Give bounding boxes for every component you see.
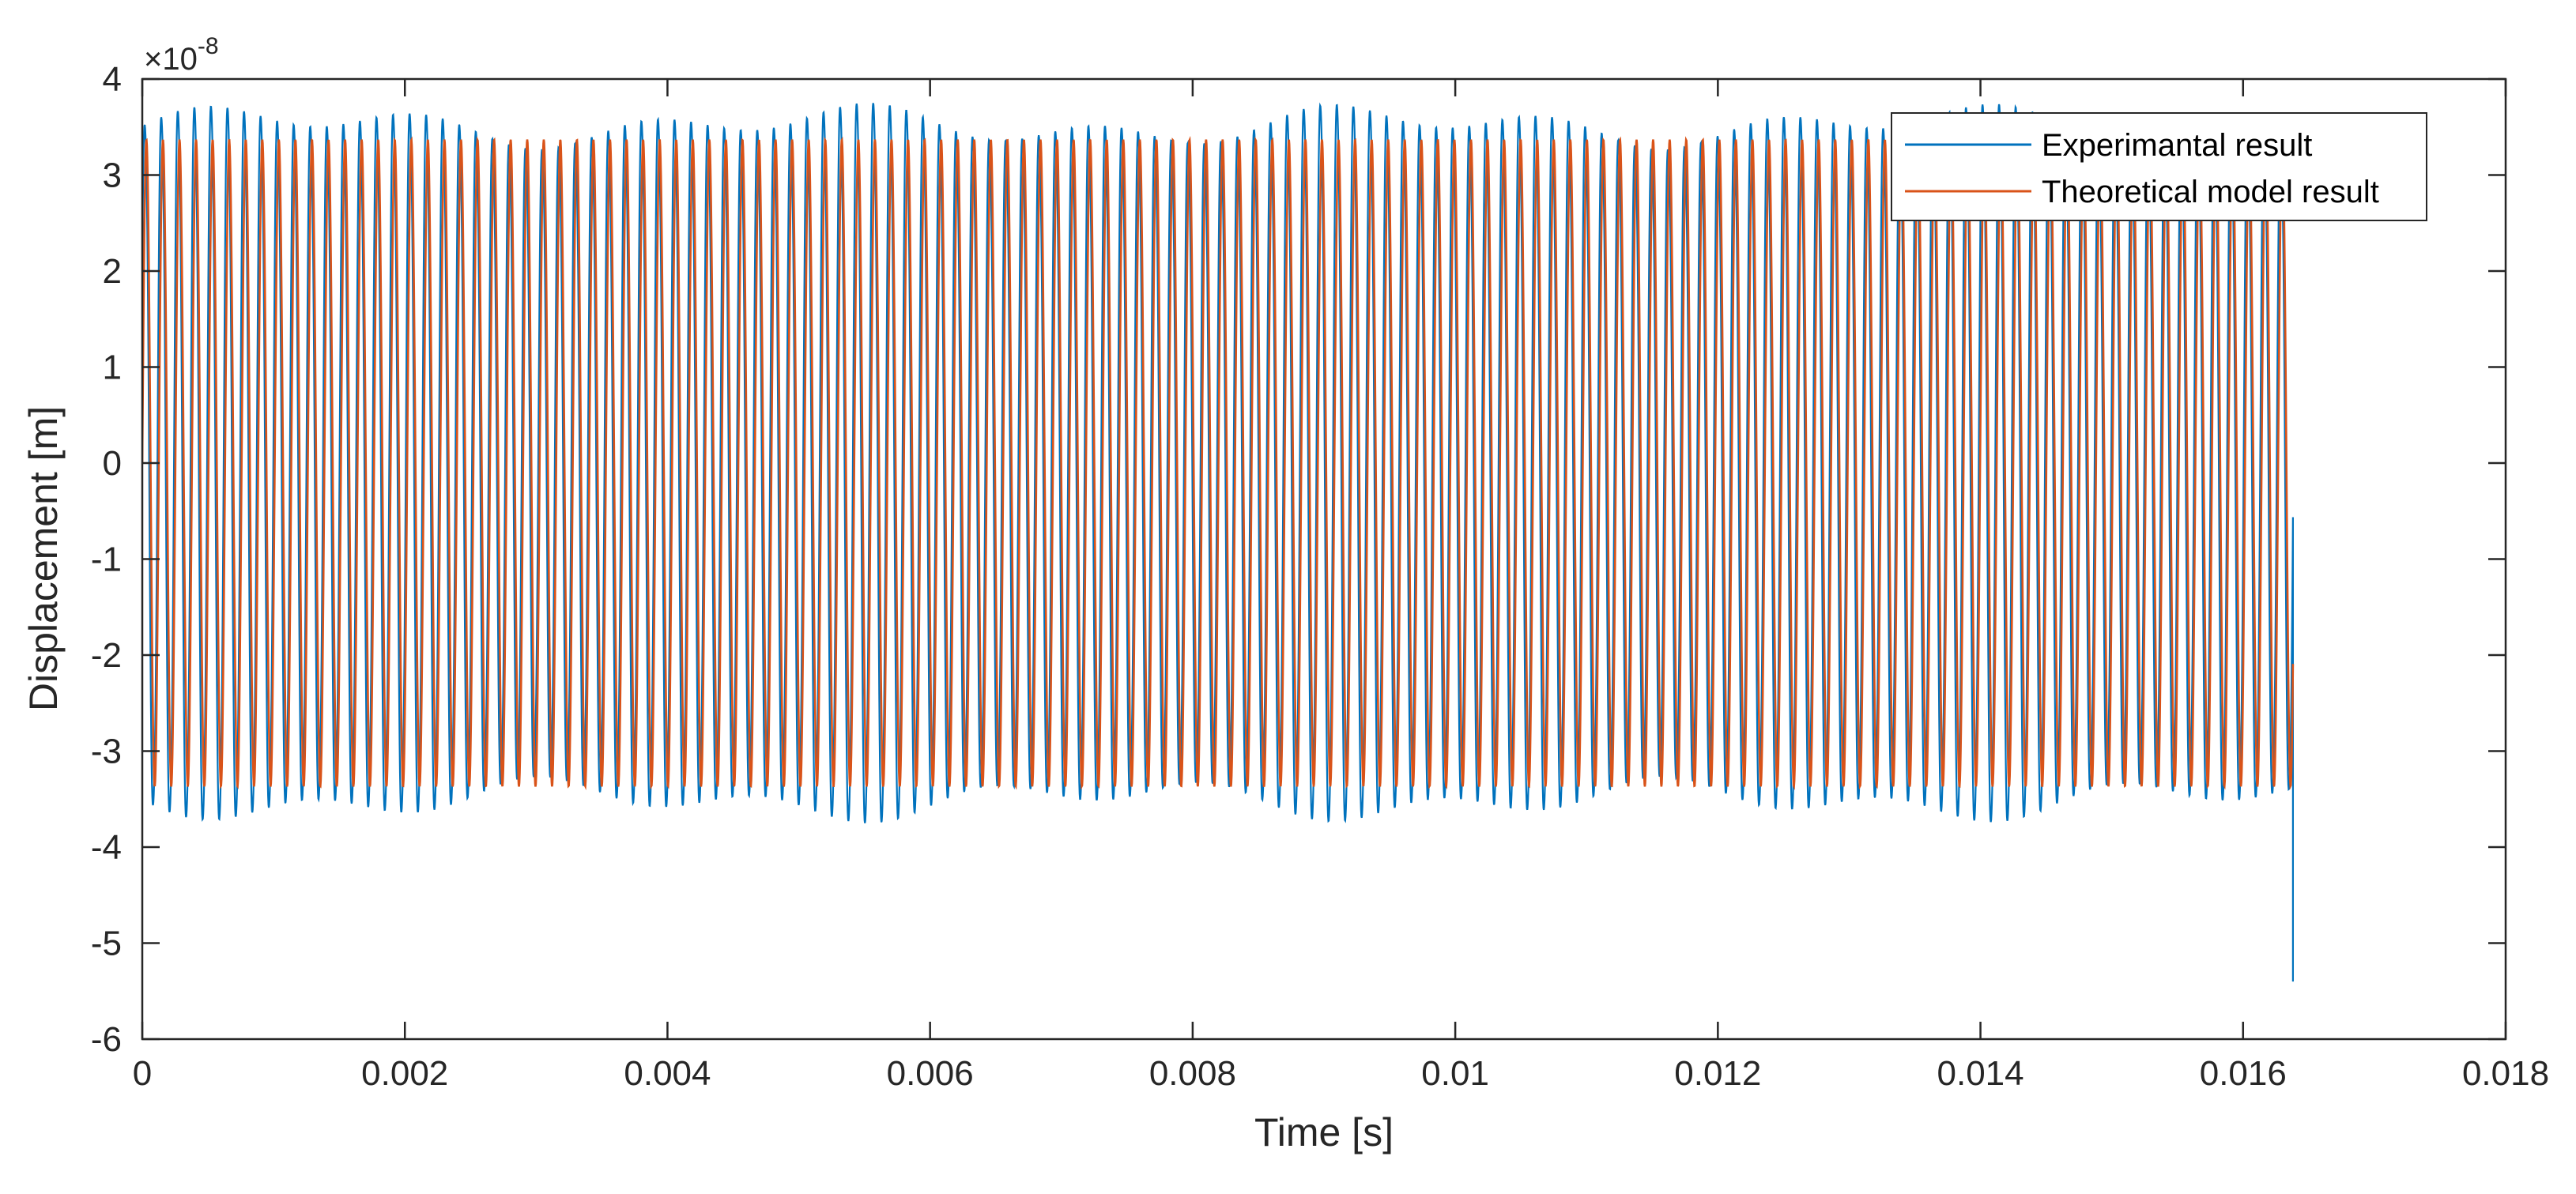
x-axis: 0 0.002 0.004 0.006 0.008 0.01 0.012 0.014 0.016… xyxy=(133,79,2549,1093)
x-tick-label: 0.01 xyxy=(1421,1054,1489,1093)
y-tick-label: 4 xyxy=(103,60,122,99)
x-tick-label: 0.002 xyxy=(361,1054,448,1093)
legend: Experimantal result Theoretical model re… xyxy=(1891,112,2427,221)
legend-label-experimental: Experimantal result xyxy=(2042,128,2312,163)
x-tick-label: 0.014 xyxy=(1937,1054,2024,1093)
legend-box xyxy=(1891,112,2427,221)
x-tick-label: 0.006 xyxy=(887,1054,974,1093)
y-tick-label: -2 xyxy=(91,636,122,675)
y-exponent-label: ×10-8 xyxy=(144,33,219,77)
legend-label-theoretical: Theoretical model result xyxy=(2042,175,2379,209)
y-tick-label: 3 xyxy=(103,156,122,195)
y-tick-label: -6 xyxy=(91,1020,122,1059)
y-exponent-power: -8 xyxy=(198,33,219,59)
y-axis-title: Displacement [m] xyxy=(21,406,66,711)
y-tick-label: -5 xyxy=(91,925,122,963)
y-tick-label: -3 xyxy=(91,733,122,771)
x-axis-title: Time [s] xyxy=(1254,1110,1394,1154)
x-tick-label: 0.008 xyxy=(1149,1054,1236,1093)
x-tick-label: 0.012 xyxy=(1674,1054,1761,1093)
svg-text:×10-8: ×10-8 xyxy=(144,33,219,77)
x-tick-label: 0.018 xyxy=(2462,1054,2549,1093)
y-tick-label: -1 xyxy=(91,541,122,579)
y-tick-label: 0 xyxy=(103,444,122,483)
y-tick-label: -4 xyxy=(91,828,122,867)
x-tick-label: 0.016 xyxy=(2200,1054,2287,1093)
y-exponent-base: ×10 xyxy=(144,42,198,77)
x-tick-label: 0.004 xyxy=(624,1054,711,1093)
y-axis: -6 -5 -4 -3 -2 -1 0 1 2 3 4 xyxy=(91,60,2506,1059)
x-tick-label: 0 xyxy=(133,1054,152,1093)
y-tick-label: 2 xyxy=(103,252,122,291)
y-tick-label: 1 xyxy=(103,348,122,387)
